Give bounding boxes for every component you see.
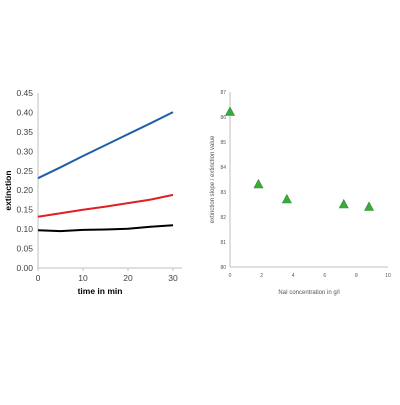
extinction-time-chart: 0.00 0.05 0.10 0.15 0.20 0.25 0.30 0.35 0.40 0.45…	[3, 88, 182, 296]
series-line-2	[37, 193, 174, 218]
y-axis-title: extinction slope / extinction value	[210, 135, 216, 223]
x-axis-title: NaI concentration in g/l	[278, 290, 339, 296]
x-tick-label: 6	[323, 273, 326, 279]
series-lines	[37, 111, 174, 233]
y-tick-label: 0.05	[16, 244, 33, 254]
y-tick-label: 83	[220, 190, 226, 196]
y-tick-label: 0.15	[16, 205, 33, 215]
y-tick-label: 0.20	[16, 185, 33, 195]
y-tick-label: 0.00	[16, 263, 33, 273]
y-tick-label: 0.40	[16, 107, 33, 117]
x-tick-label: 4	[292, 273, 295, 279]
data-point	[253, 178, 264, 189]
slope-concentration-chart: 80 81 82 83 84 85 86 87 0 2 4 6 8 10 NaI concentrati…	[210, 90, 391, 296]
y-tick-label: 86	[220, 115, 226, 121]
y-tick-label: 0.25	[16, 166, 33, 176]
y-axis-title: extinction	[3, 170, 13, 210]
y-tick-label: 0.30	[16, 146, 33, 156]
y-tick-label: 84	[220, 165, 226, 171]
x-tick-labels: 0 10 20 30	[36, 268, 178, 283]
y-tick-labels: 0.00 0.05 0.10 0.15 0.20 0.25 0.30 0.35 0.40 0.45	[16, 88, 33, 273]
x-tick-label: 20	[123, 273, 133, 283]
data-point	[281, 193, 292, 204]
x-tick-label: 10	[78, 273, 88, 283]
series-line-1	[37, 111, 174, 180]
x-tick-label: 0	[36, 273, 41, 283]
y-tick-label: 80	[220, 265, 226, 271]
data-point	[338, 198, 349, 209]
y-tick-label: 0.35	[16, 127, 33, 137]
x-axis-title: time in min	[78, 286, 123, 296]
series-line-3	[37, 224, 174, 233]
y-tick-label: 87	[220, 90, 226, 96]
x-tick-label: 8	[355, 273, 358, 279]
data-points	[225, 106, 375, 211]
x-tick-labels: 0 2 4 6 8 10	[229, 273, 391, 279]
y-tick-label: 0.10	[16, 224, 33, 234]
y-tick-label: 81	[220, 240, 226, 246]
y-tick-label: 0.45	[16, 88, 33, 98]
data-point	[225, 106, 235, 116]
x-tick-label: 2	[260, 273, 263, 279]
x-tick-label: 10	[385, 273, 391, 279]
x-tick-label: 30	[168, 273, 178, 283]
y-tick-label: 85	[220, 140, 226, 146]
y-tick-labels: 80 81 82 83 84 85 86 87	[220, 90, 226, 271]
y-tick-label: 82	[220, 215, 226, 221]
data-point	[364, 201, 375, 211]
x-tick-label: 0	[229, 273, 232, 279]
